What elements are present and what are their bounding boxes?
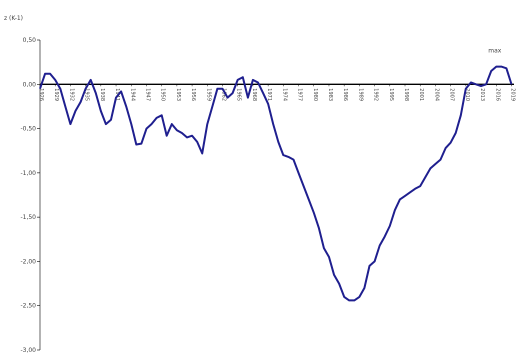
x-tick-label: 1956 <box>190 88 196 101</box>
x-tick-label: 1980 <box>312 88 318 101</box>
x-tick-label: 1959 <box>205 88 211 101</box>
x-tick-label: 1938 <box>99 88 105 101</box>
x-tick-label: 1926 <box>38 88 44 101</box>
x-tick-label: 1974 <box>281 88 287 101</box>
y-tick-label: -1,50 <box>20 214 36 221</box>
x-tick-label: 2019 <box>509 88 515 101</box>
x-tick-label: 1989 <box>357 88 363 101</box>
y-tick-label: -2,50 <box>20 303 36 310</box>
series-line <box>39 65 513 302</box>
x-tick-label: 1968 <box>251 88 257 101</box>
x-tick-label: 1983 <box>327 88 333 101</box>
x-tick-label: 2001 <box>418 88 424 101</box>
x-tick-label: 1941 <box>114 88 120 101</box>
x-tick-label: 1929 <box>53 88 59 101</box>
x-tick-label: 1998 <box>403 88 409 101</box>
x-tick-label: 2013 <box>479 88 485 101</box>
x-tick-label: 1965 <box>236 88 242 101</box>
y-axis-label: z (K-1) <box>4 15 23 22</box>
x-axis <box>39 83 514 87</box>
max-annotation: max <box>488 48 502 55</box>
y-tick-label: -3,00 <box>20 347 36 354</box>
x-tick-label: 1953 <box>175 88 181 101</box>
x-tick-label: 2010 <box>464 88 470 101</box>
y-tick-labels: 0,50 0,00 -0,50 -1,00 -1,50 -2,00 -2,50 -3,00 <box>20 37 36 354</box>
x-tick-label: 1992 <box>373 88 379 101</box>
x-tick-label: 1995 <box>388 88 394 101</box>
x-tick-label: 1986 <box>342 88 348 101</box>
x-tick-label: 2016 <box>494 88 500 101</box>
x-tick-label: 1950 <box>160 88 166 101</box>
y-axis <box>37 39 41 351</box>
y-tick-label: 0,00 <box>23 81 37 88</box>
y-tick-label: -1,00 <box>20 170 36 177</box>
series-group <box>39 65 513 302</box>
x-tick-label: 1971 <box>266 88 272 101</box>
x-tick-label: 1962 <box>221 88 227 101</box>
x-tick-label: 1932 <box>68 88 74 101</box>
y-tick-label: -2,00 <box>20 258 36 265</box>
x-tick-label: 1944 <box>129 88 135 101</box>
y-tick-label: 0,50 <box>23 37 37 44</box>
x-tick-label: 2004 <box>433 88 439 101</box>
x-tick-label: 1935 <box>84 88 90 101</box>
y-tick-label: -0,50 <box>20 126 36 133</box>
x-tick-label: 1947 <box>144 88 150 101</box>
x-tick-labels: 1926 1929 1932 1935 1938 1941 1944 1947 1950 1953… <box>38 88 515 101</box>
x-tick-label: 2007 <box>449 88 455 101</box>
x-tick-label: 1977 <box>297 88 303 101</box>
